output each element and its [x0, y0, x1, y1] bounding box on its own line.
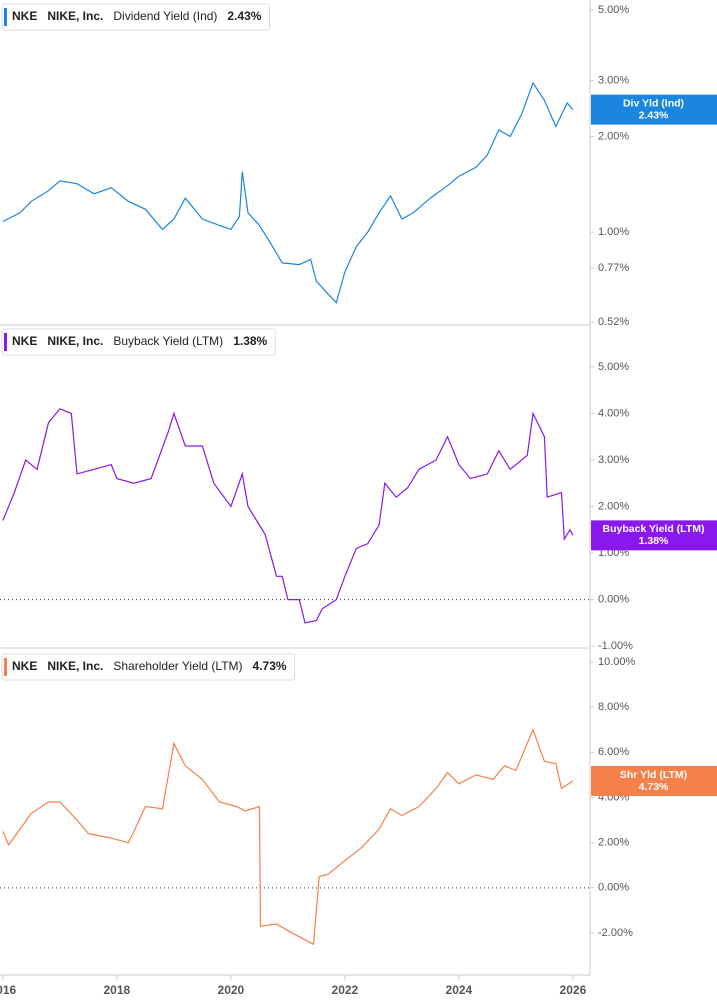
- x-tick-label: 2022: [332, 983, 359, 997]
- y-tick-label: 5.00%: [598, 361, 629, 373]
- y-tick-label: 6.00%: [598, 746, 629, 758]
- y-tick-label: 0.00%: [598, 594, 629, 606]
- y-tick-label: 3.00%: [598, 74, 629, 86]
- y-tick-label: 3.00%: [598, 454, 629, 466]
- value-badge: [591, 94, 717, 125]
- y-tick-label: 0.77%: [598, 262, 629, 274]
- legend-box: [1, 653, 296, 681]
- badge-value: 2.43%: [639, 109, 669, 121]
- legend: NKE NIKE, Inc. Buyback Yield (LTM) 1.38%: [1, 328, 276, 356]
- series-line: [2, 408, 574, 624]
- value-badge: [591, 520, 717, 551]
- x-tick-label: 2018: [104, 983, 131, 997]
- badge-label: Buyback Yield (LTM): [603, 523, 705, 535]
- badge-value: 1.38%: [639, 535, 669, 547]
- value-badge: [591, 765, 717, 796]
- y-tick-label: 2.00%: [598, 130, 629, 142]
- legend-ticker: NKE: [12, 334, 37, 348]
- legend: NKE NIKE, Inc. Dividend Yield (Ind) 2.43%: [1, 3, 270, 31]
- legend-ticker: NKE: [12, 659, 37, 673]
- legend-ticker: NKE: [12, 9, 37, 23]
- legend-box: [1, 328, 276, 356]
- x-tick-label: 2026: [560, 983, 587, 997]
- legend-swatch: [4, 8, 7, 26]
- legend-value: 2.43%: [227, 9, 261, 23]
- legend-series-name: Dividend Yield (Ind): [113, 9, 217, 23]
- badge-value: 4.73%: [639, 781, 669, 793]
- y-tick-label: 10.00%: [598, 656, 636, 668]
- y-tick-label: 0.52%: [598, 316, 629, 328]
- y-tick-label: -2.00%: [598, 927, 633, 939]
- legend-value: 4.73%: [253, 659, 287, 673]
- x-tick-label: 2024: [446, 983, 473, 997]
- badge-label: Shr Yld (LTM): [620, 769, 687, 781]
- legend-value: 1.38%: [233, 334, 267, 348]
- legend-company: NIKE, Inc.: [47, 9, 103, 23]
- y-tick-label: 2.00%: [598, 837, 629, 849]
- legend: NKE NIKE, Inc. Shareholder Yield (LTM) 4.73…: [1, 653, 296, 681]
- y-tick-label: 0.00%: [598, 882, 629, 894]
- legend-company: NIKE, Inc.: [47, 659, 103, 673]
- y-tick-label: -1.00%: [598, 640, 633, 652]
- legend-series-name: Shareholder Yield (LTM): [113, 659, 242, 673]
- y-tick-label: 5.00%: [598, 4, 629, 16]
- legend-series-name: Buyback Yield (LTM): [113, 334, 223, 348]
- legend-company: NIKE, Inc.: [47, 334, 103, 348]
- series-line: [2, 728, 574, 946]
- x-tick-label: 2016: [0, 983, 17, 997]
- legend-box: [1, 3, 270, 31]
- legend-swatch: [4, 333, 7, 351]
- y-tick-label: 4.00%: [598, 407, 629, 419]
- x-tick-label: 2020: [218, 983, 245, 997]
- series-line: [2, 81, 574, 304]
- y-tick-label: 8.00%: [598, 701, 629, 713]
- legend-swatch: [4, 658, 7, 676]
- y-tick-label: 1.00%: [598, 226, 629, 238]
- badge-label: Div Yld (Ind): [623, 97, 684, 109]
- y-tick-label: 2.00%: [598, 500, 629, 512]
